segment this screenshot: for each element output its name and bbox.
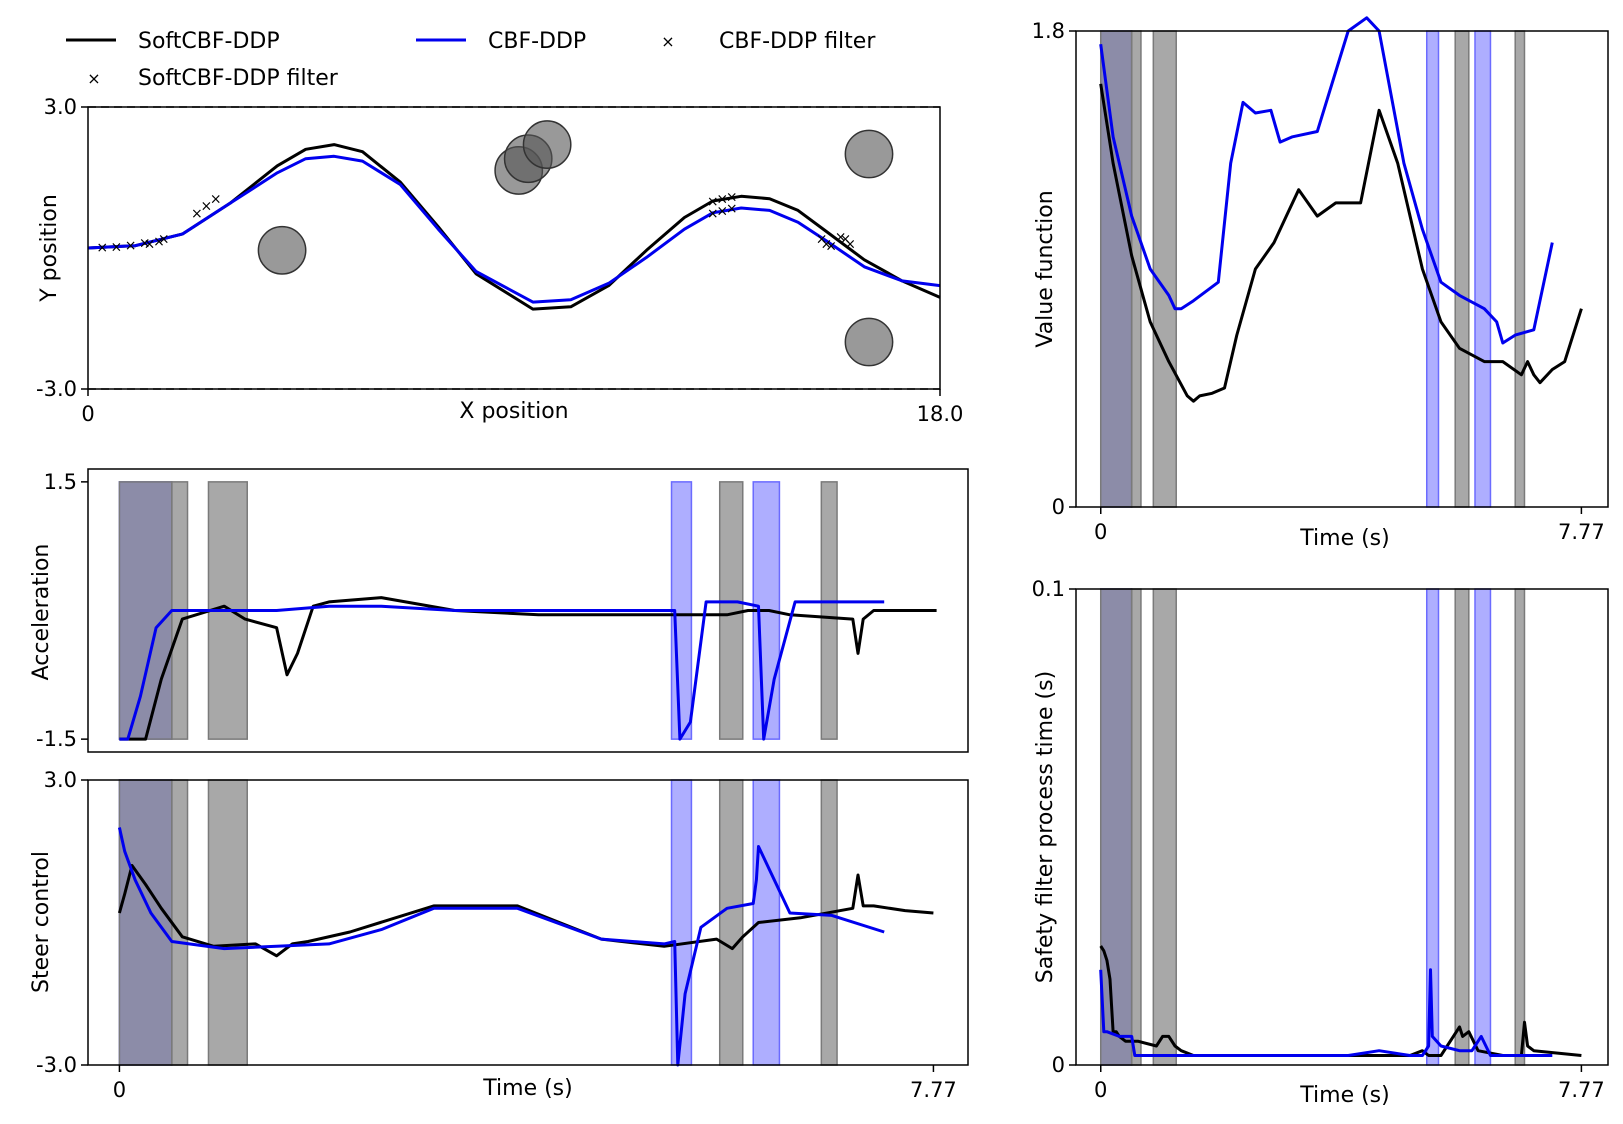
legend-label-softcbf: SoftCBF-DDP [138,29,280,54]
steer-series-softcbf [117,864,934,958]
filter-marker-1-8: × [821,236,833,252]
steer-ytick-1: 3.0 [44,768,77,792]
steer-xlabel: Time (s) [482,1076,572,1101]
traj-ytick-1: 3.0 [44,95,77,119]
ft-span-cbf-6 [1474,588,1492,1066]
val-span-soft-1 [1099,30,1133,508]
legend-label-softcbf-filter: SoftCBF-DDP filter [138,66,339,91]
val-series-softcbf [1099,83,1583,403]
val-span-cbf-6 [1474,30,1492,508]
legend-marker-softcbf-filter: × [87,69,100,88]
val-ytick-0: 0 [1052,495,1065,519]
filter-marker-1-2: × [125,238,137,254]
ft-span-soft-7 [1514,588,1526,1066]
steer-span-soft-7 [820,779,838,1066]
filter-marker-0-3: × [191,206,203,222]
filter-marker-1-7: × [816,232,828,248]
traj-ytick-0: -3.0 [36,377,77,401]
steer-ylabel: Steer control [29,851,54,993]
legend-label-cbf: CBF-DDP [488,29,586,54]
acc-span-soft-7 [820,481,838,740]
steer-span-soft-5 [718,779,744,1066]
val-span-soft-7 [1514,30,1526,508]
acc-ytick-0: -1.5 [36,727,77,751]
steer-span-soft-2 [171,779,189,1066]
obstacle-5 [844,317,894,367]
val-xtick-0: 0 [1094,520,1107,544]
acc-ylabel: Acceleration [29,544,54,681]
filter-marker-0-8: × [726,189,738,205]
acc-ytick-1: 1.5 [44,470,77,494]
val-span-soft-3 [1152,30,1177,508]
ft-span-soft-1 [1099,588,1133,1066]
acc-series-softcbf [119,596,937,741]
trajectory-plot: ×××××× ××××××× × × ××××××× 0 18.0-3.03.0 X po… [36,95,963,426]
traj-ylabel: Y position [37,194,62,303]
filter-marker-0-4: × [200,199,212,215]
val-span-soft-5 [1454,30,1470,508]
ft-series-cbf [1099,968,1553,1057]
legend: SoftCBF-DDP CBF-DDP × CBF-DDP filter × S… [66,29,876,91]
val-xlabel: Time (s) [1299,526,1389,551]
ft-span-soft-3 [1152,588,1177,1066]
filter-marker-1-0: × [96,240,108,256]
val-series-cbf [1099,16,1554,345]
ft-ylabel: Safety filter process time (s) [1033,671,1058,983]
filter-marker-0-11: × [844,236,856,252]
acc-series-cbf [119,600,885,741]
filter-marker-1-9: × [825,239,837,255]
ft-xtick-0: 0 [1094,1078,1107,1102]
filter-time-plot: 0 7.77 0 0.1 Time (s) Safety filter process… [1032,577,1609,1108]
ft-xlabel: Time (s) [1299,1083,1389,1108]
filter-marker-1-1: × [111,240,123,256]
traj-series-softcbf [87,143,941,311]
ft-ytick-1: 0.1 [1032,577,1065,601]
traj-xtick-1: 18.0 [917,402,964,426]
steer-span-soft-1 [118,779,173,1066]
val-ytick-1: 1.8 [1032,19,1065,43]
obstacle-4 [844,129,894,179]
filter-marker-1-6: × [726,201,738,217]
ft-xtick-1: 7.77 [1558,1078,1605,1102]
filter-marker-0-9: × [835,229,847,245]
filter-marker-0-5: × [210,192,222,208]
steer-xtick-0: 0 [113,1078,126,1102]
steer-series-cbf [117,827,885,1067]
traj-series-cbf [87,154,941,304]
val-xtick-1: 7.77 [1558,520,1605,544]
traj-xtick-0: 0 [81,402,94,426]
acc-span-soft-1 [118,481,173,740]
legend-marker-cbf-filter: × [661,32,674,51]
steer-xtick-1: 7.77 [910,1078,957,1102]
filter-marker-1-5: × [716,203,728,219]
ft-span-soft-2 [1130,588,1142,1066]
filter-marker-0-0: × [144,236,156,252]
traj-xlabel: X position [459,399,568,424]
acceleration-plot: -1.5 1.5 Acceleration [29,468,969,753]
val-ylabel: Value function [1033,190,1058,347]
filter-marker-0-6: × [707,194,719,210]
filter-marker-0-2: × [158,232,170,248]
value-function-plot: 0 7.77 0 1.8 Time (s) Value function [1032,16,1609,551]
steer-ytick-0: -3.0 [36,1053,77,1077]
steer-span-soft-3 [207,779,248,1066]
obstacle-0 [257,225,307,275]
legend-label-cbf-filter: CBF-DDP filter [719,29,876,54]
filter-marker-1-3: × [139,235,151,251]
steer-plot: 0 7.77 -3.0 3.0 Time (s) Steer control [29,768,969,1102]
filter-marker-0-1: × [153,234,165,250]
ft-span-soft-5 [1454,588,1470,1066]
ft-ytick-0: 0 [1052,1053,1065,1077]
acc-span-soft-5 [718,481,744,740]
filter-marker-0-7: × [716,192,728,208]
obstacle-3 [522,120,572,170]
filter-marker-0-10: × [839,232,851,248]
obstacles [257,120,894,367]
filter-marker-1-4: × [707,206,719,222]
